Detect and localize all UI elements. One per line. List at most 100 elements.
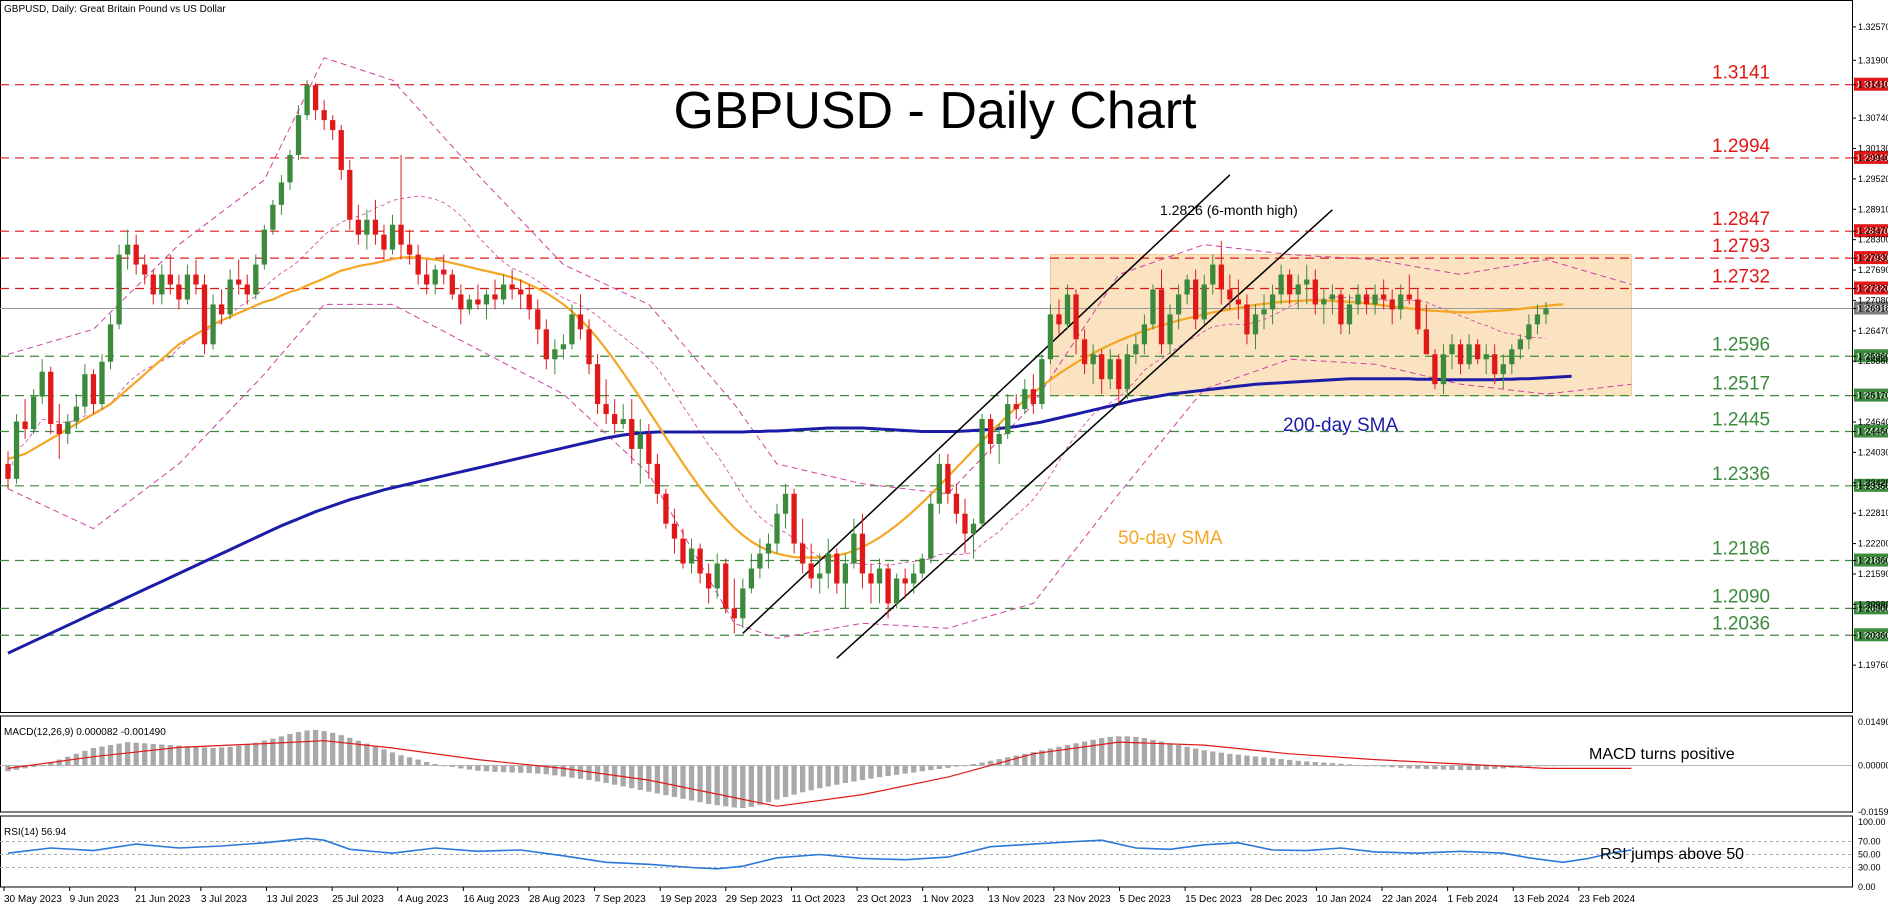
candle: [646, 424, 652, 479]
candle: [287, 149, 293, 190]
macd-histogram-bar: [218, 747, 225, 766]
candle: [1440, 344, 1447, 395]
candle-body: [1235, 299, 1242, 305]
level-label-1.2793: 1.2793: [1712, 236, 1770, 257]
candle-body: [799, 543, 806, 564]
candle: [1543, 301, 1549, 325]
level-box-1.2596: [1854, 349, 1888, 363]
candle: [688, 538, 695, 574]
level-box-text-1.2793: 1.27930: [1856, 253, 1888, 263]
candle: [1346, 294, 1353, 335]
candle: [987, 414, 994, 454]
macd-histogram-bar: [799, 765, 806, 793]
macd-histogram-bar: [1081, 741, 1088, 766]
candle: [1329, 284, 1336, 315]
x-tick-label: 7 Sep 2023: [595, 894, 647, 905]
x-tick-label: 22 Jan 2024: [1382, 894, 1437, 905]
candle: [1073, 289, 1079, 355]
macd-histogram-bar: [1022, 753, 1028, 766]
candle-body: [748, 568, 755, 589]
macd-histogram-bar: [791, 765, 797, 795]
candle-body: [1517, 339, 1524, 350]
level-box-text-1.2596: 1.25960: [1856, 351, 1888, 361]
channel-line-1: [742, 174, 1231, 634]
y-tick-label: 1.27930: [1858, 253, 1888, 263]
candle-body: [543, 329, 549, 360]
macd-histogram-bar: [1150, 739, 1156, 766]
axis-layer: 1.325701.319001.314101.307401.301301.299…: [3, 22, 1888, 905]
candle-body: [347, 169, 353, 220]
macd-histogram-bar: [543, 765, 549, 775]
candle: [1466, 334, 1472, 370]
candle: [1133, 334, 1139, 365]
y-tick-label: 1.23420: [1858, 478, 1888, 488]
channel-line-2: [836, 209, 1333, 659]
candle: [586, 319, 592, 375]
y-tick-label: 1.28910: [1858, 204, 1888, 214]
level-label-1.2517: 1.2517: [1712, 374, 1770, 395]
macd-histogram-bar: [1064, 745, 1071, 766]
macd-histogram-bar: [39, 765, 45, 767]
level-box-1.2090: [1854, 601, 1888, 615]
candle-body: [227, 279, 233, 315]
candle-body: [355, 219, 361, 235]
candle-body: [278, 182, 285, 205]
candle-body: [1158, 289, 1165, 345]
level-box-1.2994: [1854, 150, 1888, 164]
candle: [518, 279, 524, 310]
macd-histogram-bar: [449, 765, 455, 767]
macd-histogram-bar: [1415, 765, 1421, 769]
candle: [996, 424, 1002, 464]
macd-histogram-bar: [1047, 748, 1054, 766]
candle: [928, 493, 934, 564]
macd-histogram-bar: [372, 746, 379, 766]
candle: [1312, 269, 1318, 315]
level-label-1.2036: 1.2036: [1712, 613, 1770, 634]
macd-histogram-bar: [1500, 765, 1506, 769]
macd-histogram-bar: [1457, 765, 1464, 771]
level-box-1.2847: [1854, 224, 1888, 238]
candle-body: [1133, 344, 1139, 355]
rsi-line: [7, 837, 1632, 870]
candle-body: [1090, 354, 1096, 365]
candle-body: [680, 538, 686, 564]
candle: [953, 483, 960, 524]
candle: [364, 209, 370, 250]
macd-histogram-bar: [1184, 746, 1190, 766]
candle-body: [688, 548, 695, 564]
candle-body: [1081, 339, 1088, 365]
candle-body: [1543, 308, 1549, 315]
candle: [124, 229, 131, 270]
macd-histogram-bar: [1329, 763, 1336, 766]
macd-histogram-bar: [1381, 765, 1387, 767]
candle: [1167, 304, 1173, 355]
macd-histogram-bar: [928, 765, 934, 771]
candle-body: [629, 419, 635, 449]
macd-histogram-bar: [680, 765, 686, 799]
candle-body: [65, 421, 71, 434]
candle-body: [1124, 354, 1130, 390]
level-lines: 1.31411.314101.29941.299401.28471.284701…: [0, 63, 1888, 642]
candle: [1321, 289, 1327, 325]
candle: [1432, 349, 1438, 390]
macd-histogram-bar: [227, 746, 233, 766]
y-tick-label: 1.27690: [1858, 265, 1888, 275]
sma200-label: 200-day SMA: [1283, 415, 1398, 436]
macd-histogram-bar: [1449, 765, 1455, 770]
candle: [22, 399, 28, 439]
candle-body: [936, 463, 942, 504]
candle-body: [1141, 324, 1148, 345]
candle-body: [210, 304, 216, 345]
candle-body: [859, 533, 866, 574]
candle: [270, 199, 276, 235]
macd-histogram-bar: [261, 740, 267, 766]
macd-histogram-bar: [415, 759, 421, 766]
macd-layer: 0.014907 0.000000 -0.015952: [0, 717, 1888, 817]
macd-histogram-bar: [987, 760, 994, 766]
candle-body: [1201, 284, 1207, 320]
candle: [415, 244, 421, 285]
candle-body: [1415, 299, 1421, 330]
level-box-1.2517: [1854, 388, 1888, 402]
candle-body: [637, 433, 643, 449]
candle: [603, 379, 609, 425]
